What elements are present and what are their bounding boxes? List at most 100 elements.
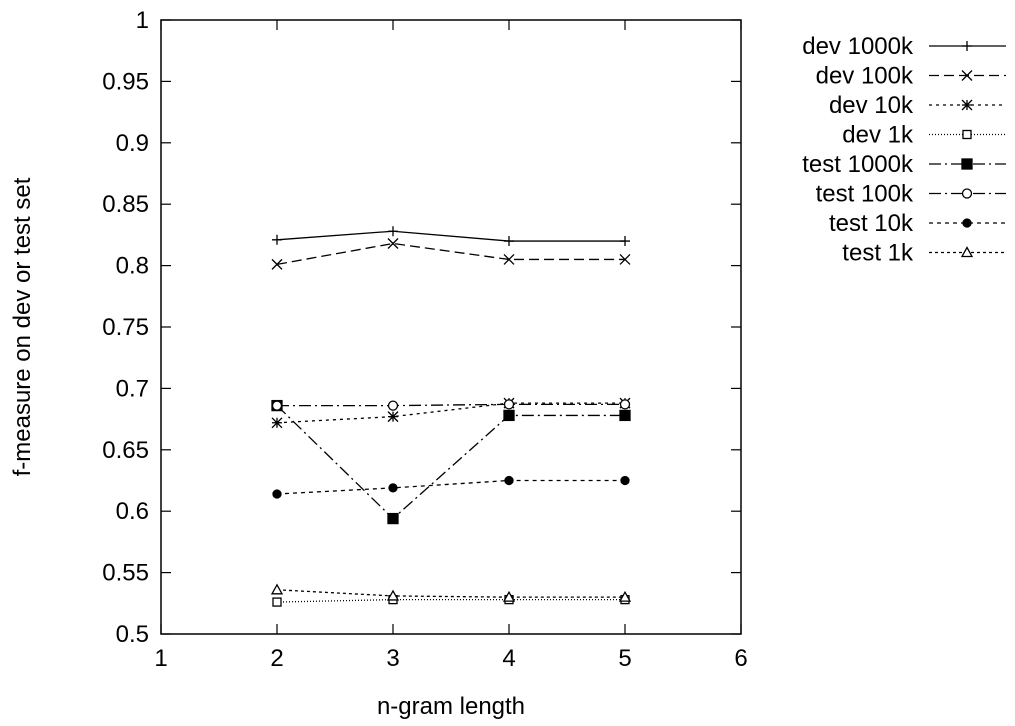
series-1 [271,238,631,270]
legend-item: test 1000k [802,151,1006,178]
series-6 [272,475,630,499]
legend-label: test 1000k [802,151,914,178]
triangle-marker [502,590,516,602]
point-marker [619,399,631,410]
point-marker [962,218,972,228]
x-axis-title: n-gram length [377,693,525,720]
series-line [276,598,625,603]
point-marker [387,400,399,411]
series-7 [270,583,632,602]
point-marker [272,597,282,607]
y-tick-label: 0.6 [116,498,149,525]
x-tick-label: 1 [154,645,167,672]
legend-item: test 100k [816,181,1006,208]
cross-marker [271,258,283,270]
y-tick-label: 1 [136,7,149,34]
point-marker [272,234,282,245]
series-line [277,403,625,407]
y-tick-label: 0.5 [116,621,149,648]
x-tick-label: 4 [502,645,515,672]
square-filled-marker [503,409,515,422]
legend-label: dev 10k [829,92,914,119]
point-marker [270,583,284,595]
square-filled-marker [619,409,631,422]
point-marker [388,483,398,493]
y-tick-label: 0.85 [102,191,149,218]
triangle-marker [386,589,400,601]
legend-label: dev 100k [816,63,914,90]
point-marker [961,99,973,111]
series-line [276,589,625,598]
point-marker [962,41,972,51]
triangle-marker [960,246,974,258]
circle-marker [619,399,631,410]
star-marker [387,411,399,423]
legend-label: test 1k [842,240,914,267]
circle-filled-marker [620,475,630,486]
y-tick-label: 0.8 [116,253,149,280]
legend-label: test 10k [829,210,914,237]
series-group [270,226,632,607]
plus-marker [620,236,630,247]
circle-marker [503,399,515,410]
legend-item: dev 100k [816,63,1006,90]
point-marker [962,129,972,140]
circle-filled-marker [272,489,282,499]
point-marker [504,475,514,486]
point-marker [619,254,631,265]
y-tick-label: 0.9 [116,130,149,157]
plus-marker [962,41,972,51]
cross-marker [961,70,973,81]
point-marker [387,411,399,423]
y-tick-label: 0.65 [102,437,149,464]
cross-marker [503,254,515,265]
legend-item: dev 1000k [802,33,1006,60]
series-line [276,479,625,495]
legend-item: test 1k [842,240,1006,267]
series-4 [271,399,631,525]
point-marker [619,409,631,422]
square-marker [272,597,282,607]
x-tick-label: 3 [386,645,399,672]
cross-marker [619,254,631,265]
square-filled-marker [961,158,973,170]
point-marker [386,589,400,601]
series-5 [271,399,631,411]
series-line [276,230,625,242]
plus-marker [272,234,282,245]
series-line [276,405,625,520]
point-marker [503,254,515,265]
plus-marker [504,236,514,247]
triangle-marker [618,590,632,602]
series-2 [271,397,631,429]
point-marker [961,188,973,199]
point-marker [618,590,632,602]
point-marker [271,258,283,270]
circle-filled-marker [504,475,514,486]
star-marker [961,99,973,111]
circle-marker [387,400,399,411]
x-tick-label: 5 [618,645,631,672]
point-marker [503,399,515,410]
x-tick-label: 2 [270,645,283,672]
point-marker [502,590,516,602]
x-tick-label: 6 [734,645,747,672]
axis-ticks: 1 2 3 4 5 6 0.5 0.55 0.6 0.65 0.7 0.75 0.8 0.85 0.9 0.9… [102,7,747,672]
y-tick-label: 0.55 [102,560,149,587]
point-marker [960,246,974,258]
circle-filled-marker [388,483,398,493]
square-marker [962,129,972,140]
legend-label: dev 1k [842,122,914,149]
point-marker [961,70,973,81]
square-filled-marker [387,512,399,525]
series-line [276,402,625,424]
legend-label: dev 1000k [802,33,914,60]
point-marker [271,417,283,429]
triangle-marker [270,583,284,595]
legend-item: dev 1k [842,122,1006,149]
point-marker [504,236,514,247]
point-marker [387,512,399,525]
legend-item: test 10k [829,210,1006,237]
